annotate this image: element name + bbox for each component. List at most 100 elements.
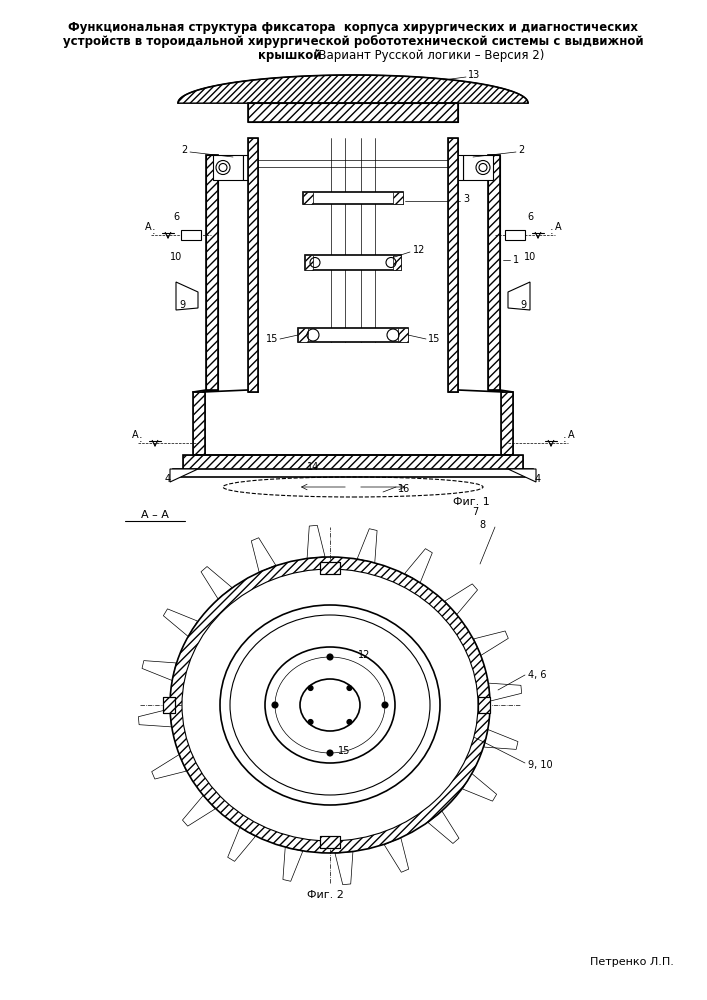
Bar xyxy=(320,836,340,848)
Bar xyxy=(448,138,458,392)
Polygon shape xyxy=(428,811,459,843)
Bar xyxy=(488,155,500,390)
Bar xyxy=(303,192,313,204)
Bar xyxy=(181,230,201,240)
Text: А: А xyxy=(568,430,574,440)
Text: крышкой: крышкой xyxy=(258,49,322,62)
Bar xyxy=(213,155,243,180)
Ellipse shape xyxy=(230,615,430,795)
Bar xyxy=(320,562,340,574)
Ellipse shape xyxy=(275,657,385,753)
Text: 4: 4 xyxy=(535,474,541,484)
Circle shape xyxy=(347,719,352,724)
Bar xyxy=(248,138,258,392)
Text: 8: 8 xyxy=(479,520,485,530)
Text: 9, 10: 9, 10 xyxy=(528,760,553,770)
Text: 9: 9 xyxy=(180,300,186,310)
Ellipse shape xyxy=(182,569,478,841)
Text: 10: 10 xyxy=(170,252,182,262)
Bar xyxy=(206,155,218,390)
Text: (Вариант Русской логики – Версия 2): (Вариант Русской логики – Версия 2) xyxy=(310,49,544,62)
Bar xyxy=(501,392,513,455)
Text: 15: 15 xyxy=(266,334,278,344)
Bar xyxy=(393,192,403,204)
Text: А: А xyxy=(555,222,561,232)
Bar xyxy=(163,697,175,713)
Text: 2: 2 xyxy=(518,145,525,155)
Polygon shape xyxy=(152,755,186,779)
Bar xyxy=(193,392,205,455)
Text: :: : xyxy=(139,434,143,444)
Bar xyxy=(501,392,513,455)
Circle shape xyxy=(219,163,227,172)
Polygon shape xyxy=(307,525,325,558)
Polygon shape xyxy=(142,661,176,680)
Ellipse shape xyxy=(265,647,395,763)
Text: А: А xyxy=(132,430,139,440)
Text: 12: 12 xyxy=(413,245,426,255)
Text: 14: 14 xyxy=(307,462,319,472)
Bar xyxy=(478,697,490,713)
Bar xyxy=(298,328,408,342)
Polygon shape xyxy=(201,567,232,599)
Bar xyxy=(455,155,463,180)
Polygon shape xyxy=(474,631,508,655)
Text: 9: 9 xyxy=(520,300,526,310)
Polygon shape xyxy=(462,774,496,801)
Ellipse shape xyxy=(170,557,490,853)
Bar xyxy=(305,255,401,270)
Circle shape xyxy=(327,750,333,756)
Bar xyxy=(488,155,500,390)
Text: 4: 4 xyxy=(165,474,171,484)
Bar xyxy=(163,697,175,713)
Circle shape xyxy=(327,654,333,660)
Text: Функциональная структура фиксатора  корпуса хирургических и диагностических: Функциональная структура фиксатора корпу… xyxy=(68,21,638,34)
Circle shape xyxy=(308,686,313,691)
Text: 4, 6: 4, 6 xyxy=(528,670,547,680)
Bar xyxy=(393,255,401,270)
Polygon shape xyxy=(163,609,197,636)
Bar xyxy=(248,138,258,392)
Polygon shape xyxy=(228,827,255,861)
Text: :: : xyxy=(563,434,567,444)
Circle shape xyxy=(479,163,487,172)
Polygon shape xyxy=(508,469,536,482)
Bar xyxy=(305,255,313,270)
Ellipse shape xyxy=(220,605,440,805)
Text: 13: 13 xyxy=(468,70,480,80)
Circle shape xyxy=(382,702,388,708)
Text: 2: 2 xyxy=(182,145,188,155)
Bar xyxy=(248,103,458,122)
Polygon shape xyxy=(404,549,432,583)
Bar xyxy=(243,155,251,180)
Text: устройств в тороидальной хирургической робототехнической системы с выдвижной: устройств в тороидальной хирургической р… xyxy=(63,35,643,48)
Bar xyxy=(183,455,523,470)
Text: А – А: А – А xyxy=(141,510,169,520)
Polygon shape xyxy=(445,584,477,615)
Ellipse shape xyxy=(300,679,360,731)
Text: 15: 15 xyxy=(428,334,440,344)
Bar xyxy=(505,230,525,240)
Polygon shape xyxy=(178,75,528,103)
Text: 15: 15 xyxy=(338,746,351,756)
Bar xyxy=(206,155,218,390)
Polygon shape xyxy=(283,847,303,881)
Text: 7: 7 xyxy=(472,507,478,517)
Bar xyxy=(248,103,458,122)
Polygon shape xyxy=(170,469,198,482)
Text: 6: 6 xyxy=(173,212,179,222)
Circle shape xyxy=(272,702,278,708)
Polygon shape xyxy=(335,852,353,885)
Bar xyxy=(303,192,403,204)
Bar xyxy=(463,155,493,180)
Polygon shape xyxy=(139,709,171,727)
Text: 6: 6 xyxy=(527,212,533,222)
Text: 1: 1 xyxy=(513,255,519,265)
Bar xyxy=(183,455,523,470)
Text: 10: 10 xyxy=(524,252,536,262)
Polygon shape xyxy=(357,529,377,563)
Bar xyxy=(193,392,205,455)
Bar xyxy=(478,697,490,713)
Bar xyxy=(320,836,340,848)
Polygon shape xyxy=(251,538,276,572)
